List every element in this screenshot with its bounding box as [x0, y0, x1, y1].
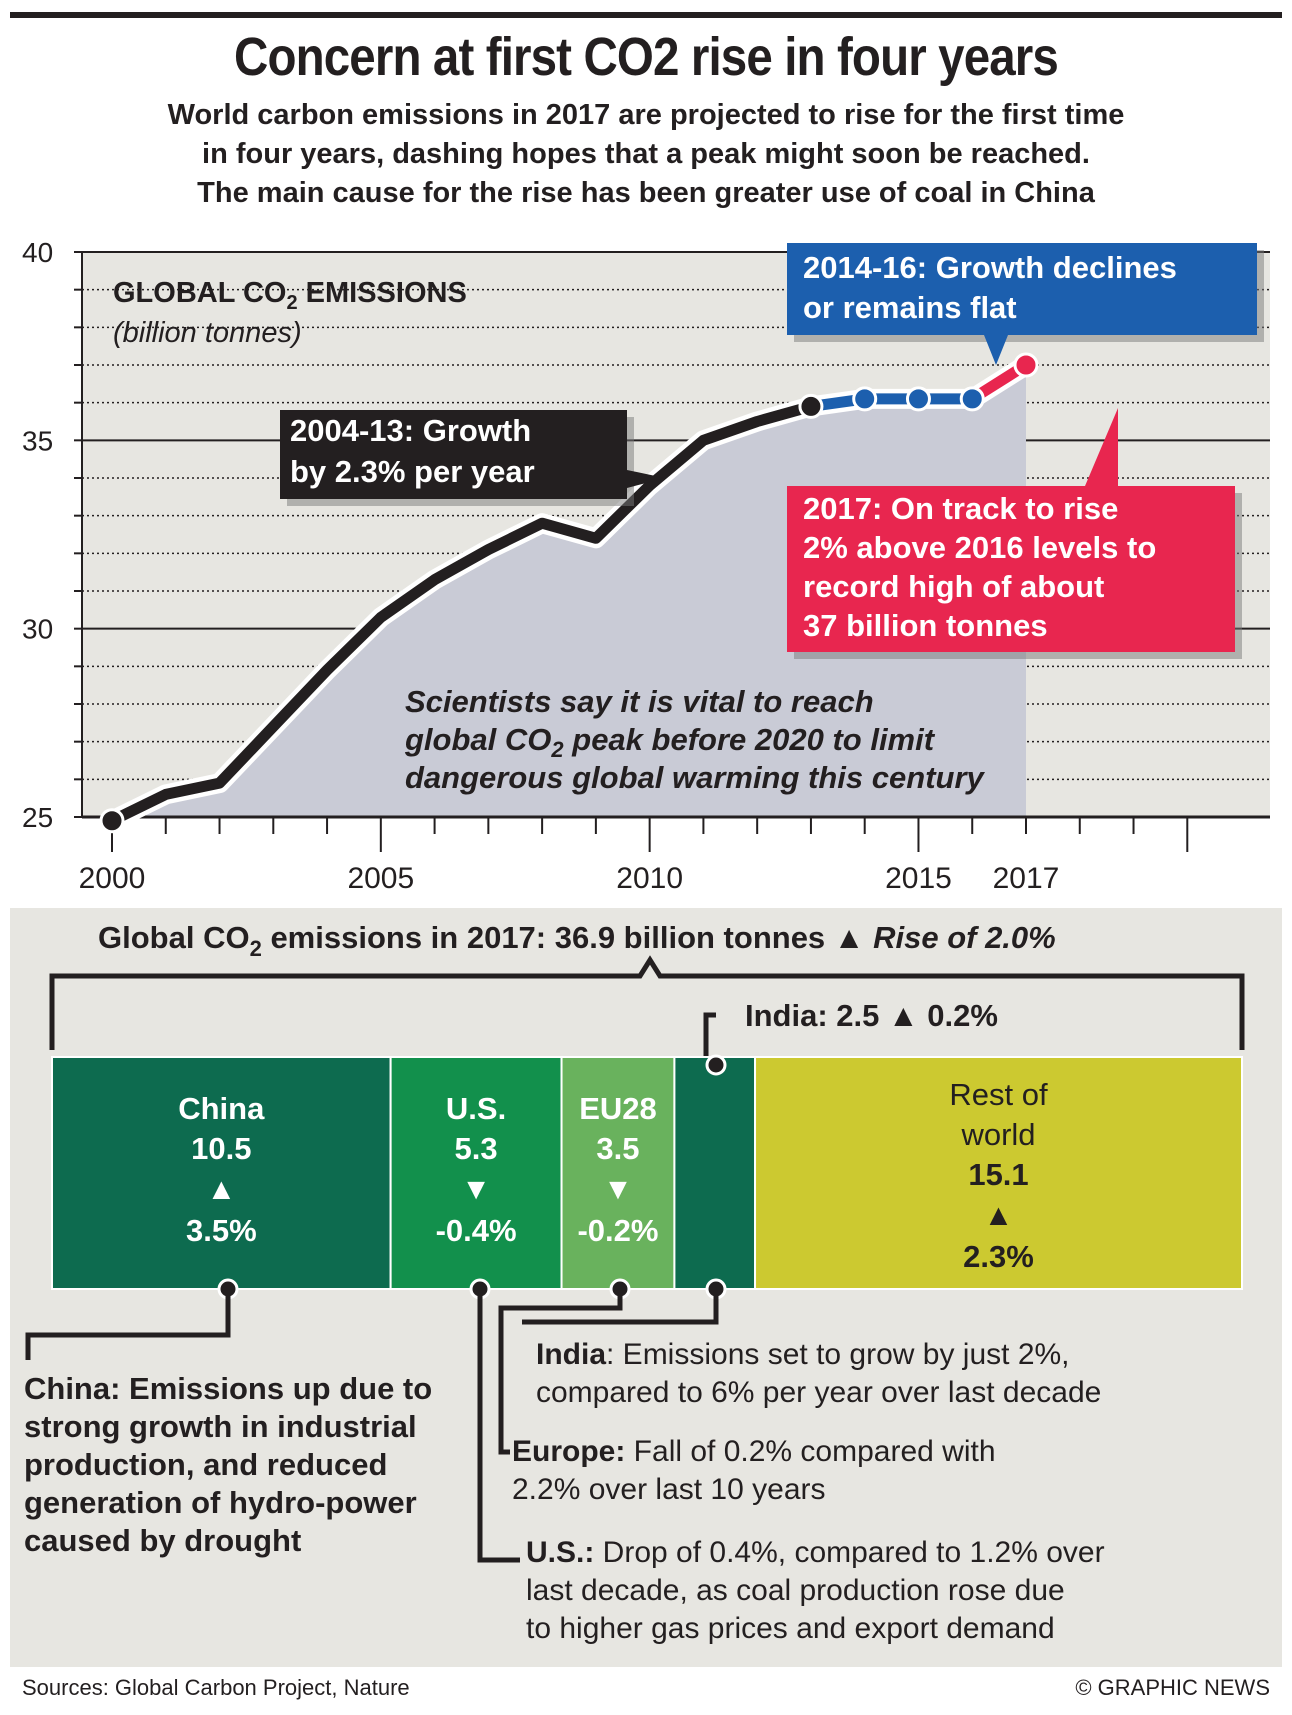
breakdown-panel	[10, 908, 1282, 1693]
segment-label: EU28 3.5 ▼ -0.2%	[562, 1089, 675, 1251]
total-bracket	[49, 955, 1245, 1050]
up-arrow-icon: ▲	[983, 1199, 1014, 1232]
breakdown-headline: Global CO2 emissions in 2017: 36.9 billi…	[98, 920, 1056, 961]
india-note-text-2: compared to 6% per year over last decade	[536, 1376, 1102, 1409]
europe-note-bold: Europe:	[512, 1435, 626, 1468]
share-bar	[51, 1054, 1243, 1300]
flat-line-1: 2014-16: Growth declines	[803, 250, 1177, 285]
eu-leader	[498, 1290, 623, 1455]
chart-unit: (billion tonnes)	[113, 317, 302, 349]
us-note-text-3: to higher gas prices and export demand	[526, 1612, 1055, 1645]
data-point	[1013, 352, 1039, 378]
segment-label: China 10.5 ▲ 3.5%	[52, 1089, 391, 1251]
rise-line-4: 37 billion tonnes	[803, 608, 1048, 643]
segment-name: China	[178, 1091, 265, 1126]
up-arrow-icon: ▲	[206, 1173, 237, 1206]
data-point	[905, 386, 931, 412]
science-line-1: Scientists say it is vital to reach	[405, 684, 874, 719]
connector-dot	[705, 1054, 727, 1076]
us-leader	[477, 1290, 520, 1563]
growth-line-2: by 2.3% per year	[290, 454, 535, 489]
x-tick-label: 2010	[616, 862, 683, 895]
india-bottom-leader	[522, 1290, 719, 1325]
india-note-text: : Emissions set to grow by just 2%,	[606, 1338, 1070, 1371]
growth-annotation: 2004-13: Growth by 2.3% per year	[280, 410, 665, 506]
y-tick-label: 25	[22, 802, 53, 833]
segment-change: 3.5%	[185, 1213, 257, 1248]
data-point	[852, 386, 878, 412]
y-axis: 25 30 35 40	[22, 237, 83, 833]
area-fill	[112, 365, 1026, 821]
credit: © GRAPHIC NEWS	[1075, 1675, 1270, 1700]
data-point	[798, 393, 824, 419]
segment-name: U.S.	[445, 1091, 507, 1126]
segment-label: U.S. 5.3 ▼ -0.4%	[391, 1089, 562, 1251]
segment-change: -0.2%	[577, 1213, 659, 1248]
india-label: India: 2.5 ▲ 0.2%	[745, 998, 998, 1033]
svg-text:global CO2 peak before 2020 to: global CO2 peak before 2020 to limit	[404, 722, 936, 762]
india-note-bold: India	[536, 1338, 607, 1371]
china-note: China: Emissions up due to strong growth…	[24, 1371, 433, 1558]
footer: Sources: Global Carbon Project, Nature ©…	[10, 1667, 1282, 1707]
rise-annotation: 2017: On track to rise 2% above 2016 lev…	[787, 408, 1242, 659]
data-point	[959, 386, 985, 412]
down-arrow-icon: ▼	[461, 1173, 491, 1206]
us-note-text-2: last decade, as coal production rose due	[526, 1574, 1065, 1607]
y-tick-label: 35	[22, 425, 53, 456]
europe-note-text-2: 2.2% over last 10 years	[512, 1473, 826, 1506]
share-segment	[754, 1056, 1243, 1290]
data-point	[99, 808, 125, 834]
rise-line-3: record high of about	[803, 569, 1104, 604]
subtitle-line: World carbon emissions in 2017 are proje…	[167, 99, 1125, 131]
x-tick-label: 2005	[347, 862, 414, 895]
segment-value: 10.5	[191, 1131, 252, 1166]
segment-label: Rest of world 15.1 ▲ 2.3%	[755, 1075, 1242, 1277]
segment-change: 2.3%	[963, 1239, 1034, 1274]
flat-annotation: 2014-16: Growth declines or remains flat	[787, 243, 1264, 365]
rise-line-1: 2017: On track to rise	[803, 491, 1118, 526]
europe-note: Europe: Fall of 0.2% compared with 2.2% …	[512, 1433, 996, 1509]
subtitle-line: The main cause for the rise has been gre…	[197, 177, 1095, 209]
share-segment	[389, 1056, 563, 1290]
flat-line-2: or remains flat	[803, 290, 1017, 325]
us-note-text: Drop of 0.4%, compared to 1.2% over	[594, 1536, 1105, 1569]
segment-name: Rest of world	[949, 1077, 1048, 1152]
us-note: U.S.: Drop of 0.4%, compared to 1.2% ove…	[526, 1534, 1105, 1648]
sources: Sources: Global Carbon Project, Nature	[22, 1675, 410, 1700]
subtitle-line: in four years, dashing hopes that a peak…	[202, 138, 1090, 170]
segment-name: EU28	[579, 1091, 657, 1126]
share-segment	[673, 1056, 757, 1290]
share-segment	[51, 1056, 392, 1290]
top-rule	[10, 12, 1282, 18]
series-line-flat	[810, 393, 973, 412]
y-tick-label: 40	[22, 237, 53, 268]
segment-value: 15.1	[968, 1157, 1029, 1192]
us-note-bold: U.S.:	[526, 1536, 595, 1569]
europe-note-text: Fall of 0.2% compared with	[625, 1435, 996, 1468]
india-note: India: Emissions set to grow by just 2%,…	[536, 1336, 1101, 1412]
subtitle: World carbon emissions in 2017 are proje…	[60, 96, 1232, 213]
x-tick-label: 2000	[79, 862, 146, 895]
x-tick-label: 2017	[993, 862, 1060, 895]
growth-line-1: 2004-13: Growth	[290, 413, 531, 448]
x-tick-label: 2015	[885, 862, 952, 895]
china-leader	[25, 1290, 231, 1360]
page-title: Concern at first CO2 rise in four years	[234, 27, 1059, 87]
series-line-growth	[109, 401, 813, 826]
rise-line-2: 2% above 2016 levels to	[803, 530, 1156, 565]
x-axis: 2000 2005 2010 2015 2017	[79, 815, 1270, 895]
segment-change: -0.4%	[435, 1213, 517, 1248]
science-note: Scientists say it is vital to reach glob…	[404, 684, 986, 795]
series-points	[99, 352, 1039, 834]
science-line-3: dangerous global warming this century	[405, 760, 986, 795]
y-tick-label: 30	[22, 614, 53, 645]
down-arrow-icon: ▼	[603, 1173, 633, 1206]
segment-value: 3.5	[596, 1131, 640, 1166]
india-leader	[703, 1012, 716, 1065]
segment-value: 5.3	[454, 1131, 498, 1166]
